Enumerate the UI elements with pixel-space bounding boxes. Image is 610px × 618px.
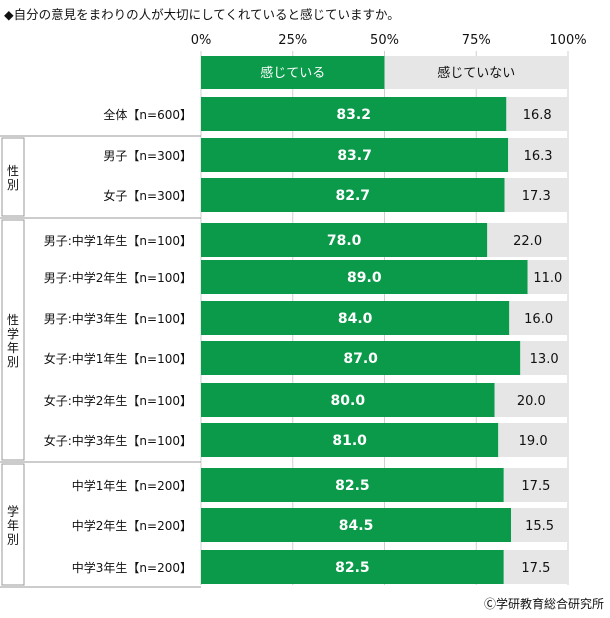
- group-label: 性学年別: [7, 313, 19, 369]
- data-label-negative: 19.0: [519, 434, 548, 449]
- category-label: 中学3年生【n=200】: [72, 560, 192, 575]
- copyright-credit: Ⓒ学研教育総合研究所: [483, 597, 604, 611]
- bar-negative: [487, 223, 568, 257]
- data-label-negative: 15.5: [525, 519, 554, 534]
- category-label: 女子:中学3年生【n=100】: [44, 433, 192, 448]
- data-label-positive: 82.7: [335, 188, 370, 204]
- data-label-positive: 81.0: [332, 433, 367, 449]
- category-label: 女子【n=300】: [103, 188, 192, 203]
- bar-positive: [201, 423, 499, 457]
- data-label-positive: 82.5: [335, 560, 370, 576]
- data-label-negative: 17.5: [521, 561, 550, 576]
- bar-negative: [498, 423, 568, 457]
- bar-negative: [509, 301, 568, 335]
- bar-negative: [520, 341, 568, 375]
- category-label: 中学1年生【n=200】: [72, 478, 192, 493]
- bar-positive: [201, 383, 495, 417]
- legend-label: 感じていない: [437, 65, 515, 81]
- category-label: 男子【n=300】: [103, 149, 192, 163]
- category-label: 女子:中学2年生【n=100】: [44, 393, 192, 408]
- category-label: 男子:中学2年生【n=100】: [44, 270, 192, 285]
- bar-negative: [503, 468, 568, 502]
- bar-positive: [201, 97, 507, 131]
- legend-label: 感じている: [260, 65, 325, 81]
- data-label-positive: 83.7: [337, 148, 372, 164]
- group-bracket: [1, 219, 25, 461]
- x-tick-label: 25%: [278, 33, 307, 48]
- bar-negative: [494, 383, 568, 417]
- data-label-negative: 13.0: [530, 352, 559, 367]
- x-tick-label: 50%: [370, 33, 399, 48]
- bar-negative: [504, 178, 568, 212]
- legend-swatch-positive: [201, 56, 385, 89]
- category-label: 男子:中学1年生【n=100】: [44, 233, 192, 248]
- bar-negative: [508, 138, 568, 172]
- bar-positive: [201, 260, 528, 294]
- group-bracket: [1, 137, 25, 217]
- bar-positive: [201, 223, 488, 257]
- data-label-positive: 84.5: [339, 518, 374, 534]
- data-label-positive: 84.0: [338, 311, 373, 327]
- data-label-positive: 78.0: [327, 233, 362, 249]
- x-tick-label: 75%: [462, 33, 491, 48]
- category-label: 全体【n=600】: [103, 107, 192, 122]
- data-label-negative: 22.0: [513, 234, 542, 249]
- chart-title: ◆自分の意見をまわりの人が大切にしてくれていると感じていますか。: [4, 7, 400, 22]
- bar-negative: [527, 260, 568, 294]
- data-label-negative: 16.0: [524, 312, 553, 327]
- x-tick-label: 0%: [191, 33, 212, 48]
- data-label-positive: 89.0: [347, 270, 382, 286]
- category-label: 中学2年生【n=200】: [72, 518, 192, 533]
- group-label: 性別: [7, 164, 19, 192]
- group-label: 学年別: [7, 504, 19, 547]
- data-label-negative: 16.8: [523, 108, 552, 123]
- data-label-negative: 20.0: [517, 394, 546, 409]
- bar-positive: [201, 550, 504, 584]
- category-label: 女子:中学1年生【n=100】: [44, 351, 192, 366]
- bar-positive: [201, 301, 510, 335]
- data-label-positive: 87.0: [343, 351, 378, 367]
- bar-positive: [201, 508, 512, 542]
- bar-negative: [506, 97, 568, 131]
- data-label-negative: 17.5: [521, 479, 550, 494]
- bar-negative: [503, 550, 568, 584]
- data-label-negative: 17.3: [522, 189, 551, 204]
- data-label-negative: 11.0: [533, 271, 562, 286]
- bar-positive: [201, 178, 505, 212]
- bar-positive: [201, 341, 521, 375]
- data-label-positive: 82.5: [335, 478, 370, 494]
- bar-negative: [511, 508, 568, 542]
- legend-swatch-negative: [384, 56, 568, 89]
- bar-positive: [201, 468, 504, 502]
- data-label-positive: 80.0: [331, 393, 366, 409]
- data-label-negative: 16.3: [524, 149, 553, 164]
- group-bracket: [1, 463, 25, 586]
- bar-positive: [201, 138, 509, 172]
- data-label-positive: 83.2: [336, 107, 371, 123]
- x-tick-label: 100%: [549, 33, 586, 48]
- category-label: 男子:中学3年生【n=100】: [44, 311, 192, 326]
